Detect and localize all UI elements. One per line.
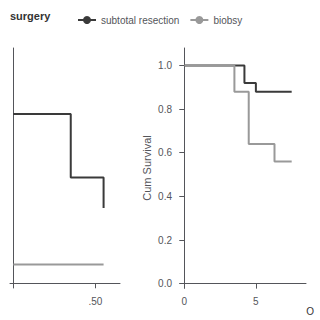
svg-text:0.6: 0.6 xyxy=(158,147,172,158)
svg-text:5: 5 xyxy=(253,296,259,307)
svg-text:surgery: surgery xyxy=(10,10,51,22)
svg-text:0.2: 0.2 xyxy=(158,235,172,246)
svg-text:0: 0 xyxy=(182,296,188,307)
svg-text:subtotal resection: subtotal resection xyxy=(101,15,179,26)
svg-text:biobsy: biobsy xyxy=(213,15,242,26)
svg-text:0.4: 0.4 xyxy=(158,191,172,202)
svg-text:.50: .50 xyxy=(88,296,102,307)
svg-text:0.8: 0.8 xyxy=(158,104,172,115)
svg-text:O: O xyxy=(306,306,314,317)
svg-text:0.0: 0.0 xyxy=(158,278,172,289)
svg-text:1.0: 1.0 xyxy=(158,60,172,71)
svg-text:Cum Survival: Cum Survival xyxy=(141,135,153,200)
